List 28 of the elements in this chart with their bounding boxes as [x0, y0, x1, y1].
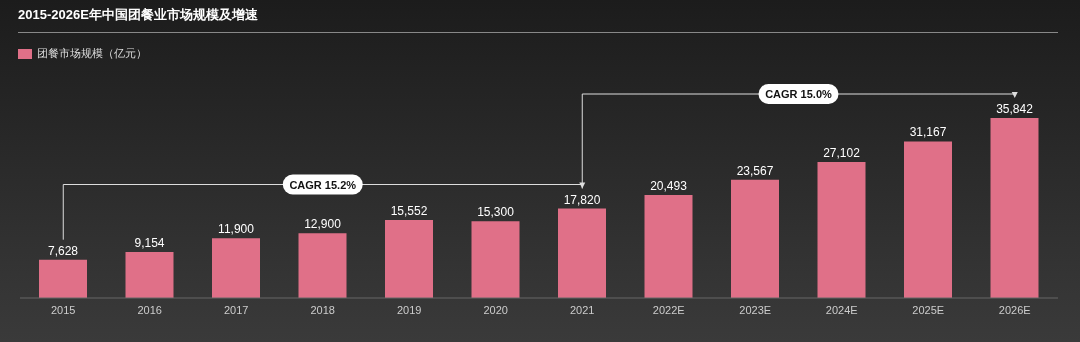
- x-tick-label: 2021: [570, 303, 595, 316]
- data-label: 20,493: [650, 179, 688, 194]
- chart-title: 2015-2026E年中国团餐业市场规模及增速: [18, 6, 258, 24]
- legend-label: 团餐市场规模（亿元）: [36, 46, 147, 61]
- x-tick-label: 2016: [137, 303, 162, 316]
- data-label: 11,900: [218, 222, 255, 237]
- annotation: CAGR 15.2%: [289, 178, 357, 191]
- x-tick-label: 2020: [483, 303, 508, 316]
- data-label: 17,820: [563, 192, 601, 207]
- data-label: 12,900: [304, 217, 342, 232]
- data-label: 27,102: [823, 145, 861, 160]
- data-label: 31,167: [909, 125, 947, 140]
- data-label: 35,842: [996, 102, 1034, 116]
- data-label: 15,552: [390, 203, 428, 218]
- x-tick-label: 2024E: [825, 303, 858, 316]
- x-tick-label: 2026E: [998, 303, 1031, 316]
- x-tick-label: 2017: [224, 303, 249, 316]
- x-tick-label: 2022E: [652, 303, 685, 316]
- x-tick-label: 2015: [51, 303, 76, 316]
- data-label: 9,154: [134, 236, 165, 251]
- x-tick-label: 2018: [310, 303, 335, 316]
- x-tick-label: 2019: [397, 303, 422, 316]
- data-label: 7,628: [47, 243, 79, 258]
- x-tick-label: 2025E: [912, 303, 945, 316]
- x-tick-label: 2023E: [739, 303, 772, 316]
- data-label: 23,567: [736, 163, 774, 178]
- data-label: 15,300: [477, 205, 515, 220]
- text: CAGR 15.0%: [765, 88, 833, 100]
